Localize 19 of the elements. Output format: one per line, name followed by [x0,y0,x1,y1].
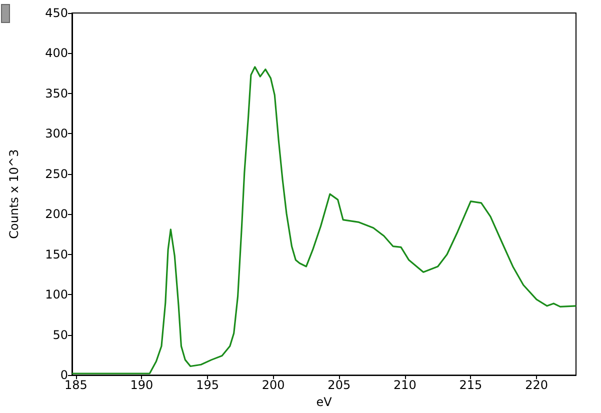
y-tick-label: 300 [45,126,68,141]
x-tick-label: 215 [459,378,482,392]
y-tick-label: 400 [45,46,68,60]
x-tick-label: 190 [130,378,154,392]
y-tick-label: 50 [52,328,68,342]
x-tick-label: 205 [328,378,351,392]
x-tick-label: 210 [393,378,416,392]
y-tick-label: 350 [45,86,68,100]
x-tick-label: 220 [525,378,548,392]
y-axis-title: Counts x 10^3 [7,149,21,239]
y-tick-label: 250 [45,166,68,181]
x-tick-label: 195 [196,378,219,392]
x-tick-label: 200 [262,378,285,392]
y-tick-label: 200 [45,207,68,222]
y-tick-label: 150 [45,247,68,262]
y-tick-label: 450 [45,6,68,20]
x-axis-title: eV [316,395,333,409]
y-tick-label: 100 [45,288,68,302]
x-tick-label: 185 [64,378,88,392]
